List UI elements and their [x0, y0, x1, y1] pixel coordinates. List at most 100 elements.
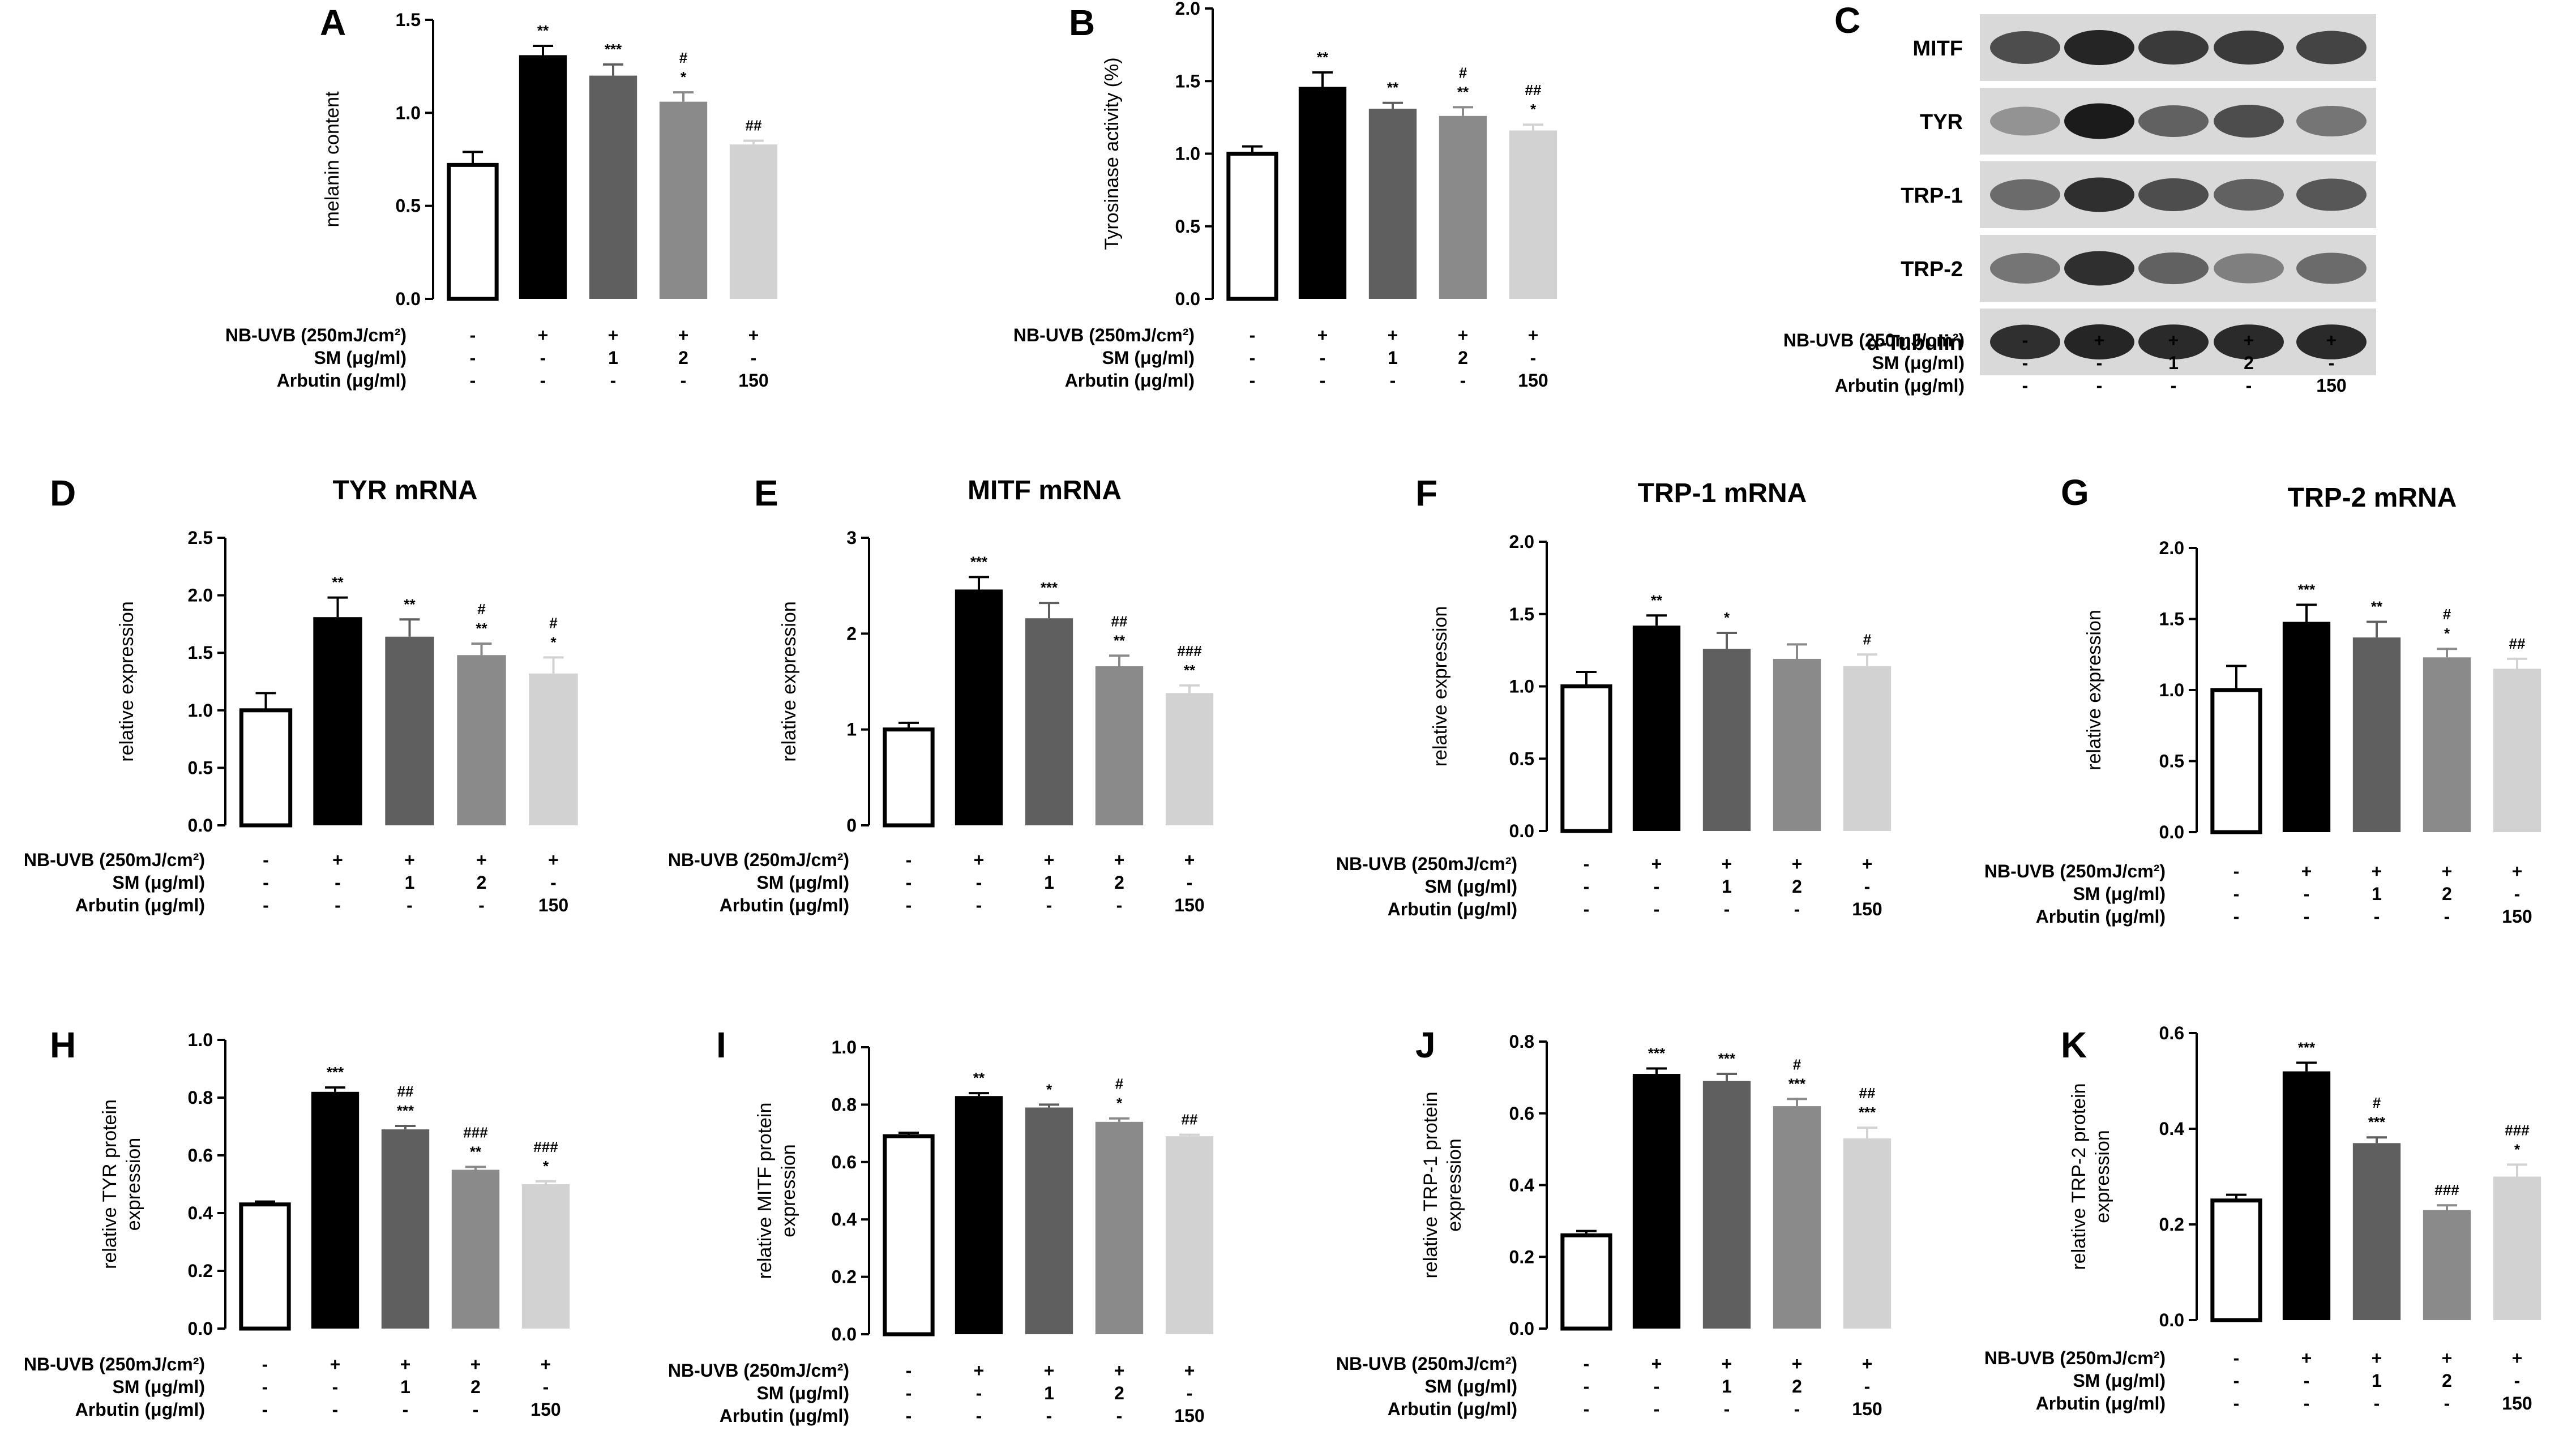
bar: [1509, 130, 1557, 299]
condition-value: +: [476, 850, 487, 870]
condition-row-label: NB-UVB (250mJ/cm²): [1336, 1353, 1517, 1374]
condition-value: -: [540, 348, 546, 368]
y-tick-label: 0.6: [1509, 1103, 1534, 1124]
significance-mark: #: [477, 601, 486, 618]
bar: [1843, 1138, 1892, 1329]
significance-mark: *: [1530, 101, 1537, 118]
condition-value: -: [2514, 1370, 2521, 1391]
bar: [1702, 1081, 1751, 1329]
y-tick-label: 0.4: [2159, 1119, 2185, 1139]
condition-value: -: [2022, 330, 2029, 350]
significance-mark: ***: [1788, 1075, 1806, 1092]
condition-value: -: [906, 1406, 912, 1426]
bar: [1025, 1107, 1073, 1334]
condition-value: 2: [1458, 348, 1468, 368]
condition-value: -: [540, 370, 546, 391]
chart-panel-d: D TYR mRNA 0.0 0.5 1.0 1.5 2.0 2.5 relative expr…: [24, 473, 578, 915]
condition-value: -: [906, 850, 912, 870]
blot-band: [2138, 178, 2209, 211]
bar: [2352, 1143, 2401, 1320]
condition-value: -: [1794, 899, 1800, 919]
y-tick-label: 0.2: [2159, 1214, 2184, 1235]
condition-value: -: [2096, 375, 2103, 396]
condition-value: 150: [2502, 906, 2532, 927]
condition-value: 150: [2316, 375, 2346, 396]
condition-value: +: [608, 325, 619, 345]
y-tick-label: 0.6: [832, 1152, 857, 1172]
significance-mark: ##: [1859, 1085, 1876, 1102]
bar: [1298, 87, 1347, 299]
bar: [1560, 684, 1612, 833]
condition-value: +: [974, 1360, 985, 1381]
bar: [457, 655, 506, 825]
condition-value: 150: [1174, 895, 1204, 915]
condition-row-label: SM (μg/ml): [1424, 1376, 1517, 1397]
y-tick-label: 0.0: [188, 1318, 213, 1339]
y-axis-label: relative TRP-1 protein expression: [1420, 1091, 1465, 1278]
condition-value: -: [976, 872, 982, 893]
condition-value: +: [1044, 1360, 1055, 1381]
bar: [659, 101, 708, 299]
condition-value: +: [1722, 854, 1732, 874]
condition-value: 1: [1722, 1376, 1732, 1397]
y-tick-label: 0.0: [396, 289, 421, 309]
condition-value: -: [263, 872, 269, 893]
condition-value: +: [548, 850, 559, 870]
condition-value: -: [1460, 370, 1466, 391]
panel-label: G: [2061, 472, 2089, 513]
condition-value: 2: [2442, 1370, 2452, 1391]
y-tick-label: 0.5: [1175, 216, 1200, 237]
condition-row-label: Arbutin (μg/ml): [1065, 370, 1195, 391]
condition-value: +: [2442, 1348, 2453, 1368]
condition-value: -: [543, 1377, 549, 1397]
condition-row-label: SM (μg/ml): [1102, 348, 1195, 368]
significance-mark: *: [550, 633, 557, 650]
condition-value: +: [404, 850, 415, 870]
significance-mark: ***: [2298, 581, 2316, 598]
blot-band: [2064, 177, 2134, 212]
significance-mark: #: [1863, 631, 1872, 648]
condition-value: -: [470, 370, 476, 391]
bar: [1165, 693, 1214, 825]
significance-mark: **: [404, 596, 416, 612]
condition-value: -: [2096, 353, 2103, 373]
y-tick-label: 2.0: [2159, 538, 2184, 558]
condition-value: +: [1044, 850, 1055, 870]
condition-value: +: [1114, 850, 1125, 870]
significance-mark: ##: [746, 117, 762, 134]
bar: [1773, 658, 1821, 831]
significance-mark: ###: [2434, 1181, 2459, 1198]
significance-mark: **: [1457, 83, 1469, 100]
condition-value: +: [400, 1354, 411, 1374]
condition-value: -: [1116, 895, 1123, 915]
condition-row-label: SM (μg/ml): [112, 1377, 205, 1397]
condition-value: 150: [1852, 899, 1882, 919]
condition-value: -: [2233, 861, 2240, 881]
condition-value: -: [1724, 899, 1730, 919]
bar: [2210, 1198, 2262, 1322]
condition-value: -: [478, 895, 485, 915]
condition-value: 1: [1722, 876, 1732, 897]
condition-row-label: Arbutin (μg/ml): [720, 895, 849, 915]
condition-value: +: [2301, 861, 2312, 881]
significance-mark: #: [1459, 64, 1467, 81]
condition-row-label: NB-UVB (250mJ/cm²): [24, 850, 205, 870]
condition-row-label: Arbutin (μg/ml): [277, 370, 406, 391]
y-axis-label: relative MITF protein expression: [754, 1103, 799, 1279]
bar: [2210, 688, 2262, 834]
bar: [1368, 108, 1417, 299]
y-tick-label: 0.4: [832, 1209, 857, 1230]
condition-value: +: [2512, 861, 2523, 881]
significance-mark: ###: [533, 1138, 558, 1155]
y-axis-label: Tyrosinase activity (%): [1101, 57, 1123, 250]
condition-row-label: Arbutin (μg/ml): [720, 1406, 849, 1426]
condition-value: -: [550, 872, 557, 893]
significance-mark: **: [2371, 598, 2383, 615]
condition-value: +: [2168, 330, 2179, 350]
significance-mark: ***: [327, 1064, 344, 1081]
blot-band: [2214, 253, 2284, 284]
condition-value: -: [403, 1399, 409, 1420]
condition-value: +: [1528, 325, 1539, 345]
condition-value: -: [1250, 370, 1256, 391]
